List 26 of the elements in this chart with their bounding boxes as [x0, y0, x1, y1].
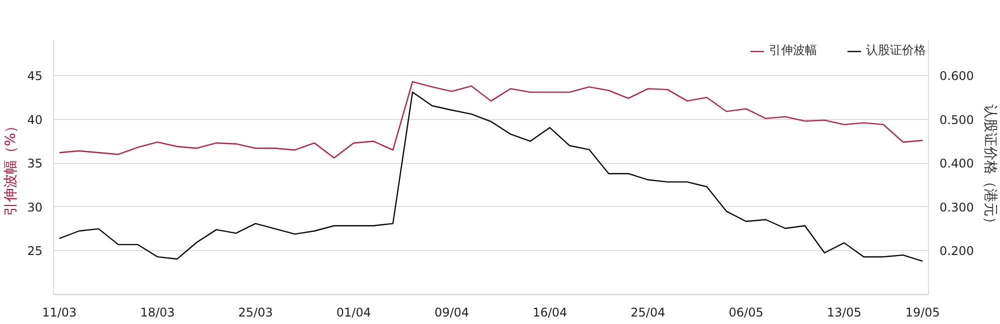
legend-label: 引伸波幅	[769, 42, 817, 59]
x-tick-label: 11/03	[42, 306, 77, 320]
x-tick-label: 13/05	[826, 306, 862, 320]
y2-tick-label: 0.200	[940, 244, 974, 258]
y2-axis-title: 认股证价格（港元）	[982, 104, 998, 230]
line-series	[58, 92, 924, 262]
line-series	[58, 81, 924, 158]
x-tick-label: 19/05	[905, 306, 940, 320]
y2-tick-label: 0.500	[940, 112, 974, 127]
y-axis-title: 引伸波幅（%）	[3, 118, 20, 216]
x-tick-label: 09/04	[434, 306, 470, 320]
y-tick-label: 35	[27, 156, 43, 171]
legend-label: 认股证价格	[866, 42, 926, 59]
x-tick-label: 01/04	[336, 306, 371, 320]
y-tick-label: 25	[27, 244, 43, 258]
y-tick-label: 45	[27, 69, 43, 84]
x-tick-label: 06/05	[728, 306, 764, 320]
x-tick-label: 25/03	[238, 306, 273, 320]
y-tick-label: 40	[27, 112, 43, 127]
x-tick-label: 18/03	[140, 306, 175, 320]
x-tick-label: 25/04	[630, 306, 666, 320]
y-tick-label: 30	[27, 200, 43, 214]
y2-tick-label: 0.600	[940, 69, 974, 84]
x-tick-label: 16/04	[532, 306, 568, 320]
y2-tick-label: 0.300	[940, 200, 974, 214]
y2-tick-label: 0.400	[940, 156, 974, 171]
